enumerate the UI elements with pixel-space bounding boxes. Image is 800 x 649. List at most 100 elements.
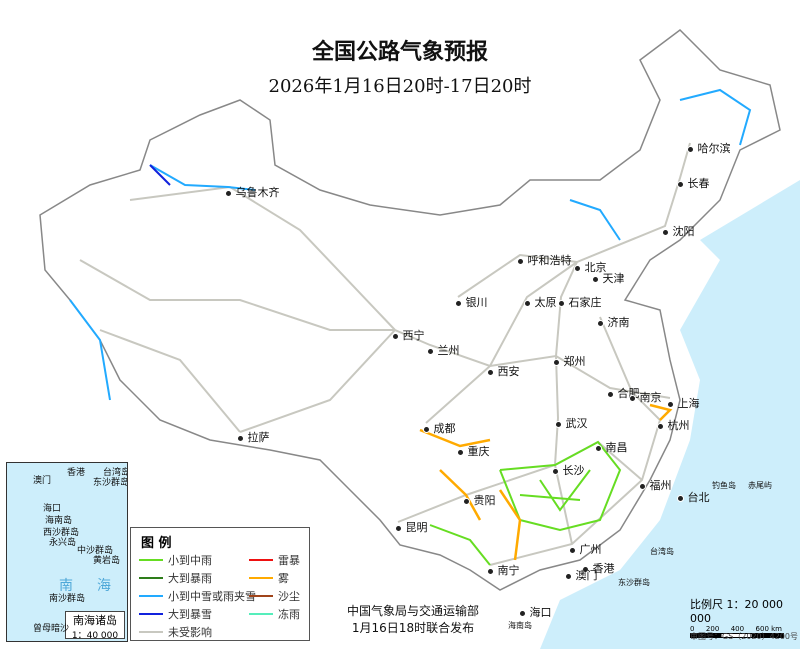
legend-label: 雾 <box>278 572 289 585</box>
city-marker: 广州 <box>569 541 602 557</box>
city-dot-icon <box>552 467 559 475</box>
city-label: 长沙 <box>562 464 585 477</box>
city-dot-icon <box>455 299 462 307</box>
roads-fog <box>419 403 673 561</box>
roads-light-snow <box>69 88 752 401</box>
legend-swatch <box>249 559 273 561</box>
legend-item: 雷暴 <box>249 552 300 568</box>
legend-swatch <box>139 631 163 633</box>
city-label: 重庆 <box>467 445 490 458</box>
city-label: 海口 <box>529 606 552 619</box>
city-marker: 杭州 <box>657 417 690 433</box>
city-dot-icon <box>487 368 494 376</box>
legend-swatch <box>139 595 163 597</box>
inset-label: 台湾岛 <box>103 468 128 478</box>
scale-tick: 0 <box>690 625 695 633</box>
inset-label: 南沙群岛 <box>49 594 86 604</box>
scale-bar: 比例尺 1：20 000 000 0 200 400 600 km <box>690 596 800 638</box>
scale-label: 比例尺 1：20 000 000 <box>690 598 783 625</box>
legend-item: 小到中雨 <box>139 552 212 568</box>
city-dot-icon <box>677 180 684 188</box>
island-label: 钓鱼岛 <box>712 481 736 490</box>
city-dot-icon <box>629 394 636 402</box>
city-label: 哈尔滨 <box>697 142 731 155</box>
island-label: 东沙群岛 <box>618 578 650 587</box>
inset-caption: 南海诸岛 1：40 000 000 <box>65 611 125 641</box>
city-marker: 郑州 <box>553 353 586 369</box>
city-label: 太原 <box>534 296 557 309</box>
city-label: 西安 <box>497 365 520 378</box>
legend-label: 小到中雨 <box>168 554 212 567</box>
city-dot-icon <box>657 422 664 430</box>
city-dot-icon <box>457 448 464 456</box>
city-marker: 长沙 <box>552 462 585 478</box>
island-label: 赤尾屿 <box>748 481 772 490</box>
map-title: 全国公路气象预报 <box>311 39 488 65</box>
city-dot-icon <box>595 444 602 452</box>
city-marker: 太原 <box>524 294 557 310</box>
legend-item: 大到暴雪 <box>139 606 212 622</box>
city-label: 天津 <box>602 272 625 285</box>
city-marker: 银川 <box>455 294 488 310</box>
city-label: 成都 <box>433 422 456 435</box>
scale-tick: 400 <box>730 625 745 633</box>
inset-label: 海南岛 <box>45 516 73 526</box>
inset-label: 海 <box>97 578 111 594</box>
roads-heavy-snow <box>149 164 171 186</box>
city-marker: 济南 <box>597 314 630 330</box>
city-label: 沈阳 <box>672 225 695 238</box>
legend-label: 雷暴 <box>278 554 300 567</box>
legend-label: 大到暴雨 <box>168 572 212 585</box>
city-label: 济南 <box>607 316 630 329</box>
city-dot-icon <box>607 390 614 398</box>
legend-label: 大到暴雪 <box>168 608 212 621</box>
city-dot-icon <box>517 257 524 265</box>
city-dot-icon <box>519 609 526 617</box>
city-label: 贵阳 <box>473 494 496 507</box>
city-label: 上海 <box>677 397 700 410</box>
map-subtitle: 2026年1月16日20时-17日20时 <box>268 76 532 97</box>
city-dot-icon <box>463 497 470 505</box>
city-marker: 沈阳 <box>662 223 695 239</box>
legend-swatch <box>249 577 273 579</box>
city-dot-icon <box>237 434 244 442</box>
inset-label: 东沙群岛 <box>93 478 128 488</box>
legend-label: 沙尘 <box>278 590 300 603</box>
city-marker: 乌鲁木齐 <box>225 184 280 200</box>
city-dot-icon <box>662 228 669 236</box>
city-label: 澳门 <box>575 569 598 582</box>
city-dot-icon <box>597 319 604 327</box>
legend-title: 图 例 <box>141 536 172 551</box>
city-marker: 福州 <box>639 477 672 493</box>
city-label: 杭州 <box>667 419 690 432</box>
legend-label: 未受影响 <box>168 626 212 639</box>
city-dot-icon <box>677 494 684 502</box>
city-dot-icon <box>592 275 599 283</box>
city-dot-icon <box>555 420 562 428</box>
legend-label: 冻雨 <box>278 608 300 621</box>
city-marker: 天津 <box>592 270 625 286</box>
inset-label: 澳门 <box>33 476 52 486</box>
inset-label: 海口 <box>43 504 62 514</box>
city-dot-icon <box>427 347 434 355</box>
city-label: 银川 <box>465 296 488 309</box>
city-label: 兰州 <box>437 344 460 357</box>
city-label: 武汉 <box>565 417 588 430</box>
city-marker: 南京 <box>629 389 662 405</box>
city-marker: 南昌 <box>595 439 628 455</box>
scale-tick: 200 <box>705 625 720 633</box>
city-marker: 南宁 <box>487 562 520 578</box>
island-label: 海南岛 <box>508 621 532 630</box>
review-number: 审图号：GS（2020）4200号 <box>690 632 798 641</box>
inset-label: 黄岩岛 <box>93 556 121 566</box>
inset-label: 香港 <box>67 468 86 478</box>
city-label: 乌鲁木齐 <box>235 186 280 199</box>
legend-item: 大到暴雨 <box>139 570 212 586</box>
city-marker: 昆明 <box>395 519 428 535</box>
scale-tick: 600 km <box>755 625 782 633</box>
city-marker: 呼和浩特 <box>517 252 572 268</box>
city-marker: 台北 <box>677 489 710 505</box>
city-label: 香港 <box>592 562 615 575</box>
city-marker: 武汉 <box>555 415 588 431</box>
